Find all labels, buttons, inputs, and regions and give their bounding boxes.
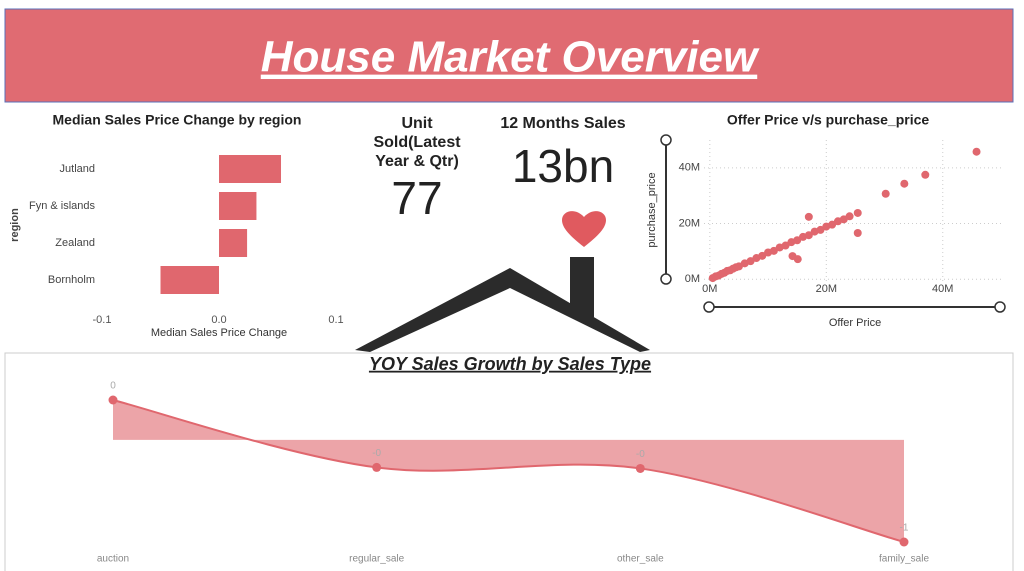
- point: [921, 170, 930, 179]
- bar: [219, 192, 257, 220]
- heart-icon: [562, 211, 606, 247]
- bar: [219, 155, 282, 183]
- bar: [219, 229, 248, 257]
- x-tick-label: family_sale: [879, 554, 929, 565]
- point: [793, 236, 802, 245]
- kpi-title: Unit Sold(Latest Year & Qtr): [373, 115, 461, 170]
- x-tick-label: regular_sale: [349, 554, 404, 565]
- chart-title: YOY Sales Growth by Sales Type: [369, 354, 651, 374]
- point: [804, 231, 813, 240]
- y-tick-label: Jutland: [60, 163, 95, 175]
- roof-icon: [355, 268, 650, 352]
- point: [769, 246, 778, 255]
- line: [112, 399, 905, 543]
- kpi-title: 12 Months Sales: [500, 115, 626, 132]
- area: [113, 400, 904, 542]
- point: [899, 537, 909, 547]
- point: [758, 251, 767, 260]
- y-axis-label: region: [9, 208, 21, 242]
- data-label: 0: [110, 381, 116, 392]
- y-axis-label: purchase_price: [646, 172, 658, 247]
- slider-handle: [660, 134, 672, 146]
- x-tick-label: 0M: [702, 283, 717, 295]
- point: [781, 241, 790, 250]
- chimney-icon: [570, 257, 594, 317]
- slider-handle: [994, 301, 1006, 313]
- x-tick-label: 0.1: [328, 314, 343, 326]
- point: [972, 147, 981, 156]
- point: [635, 463, 645, 473]
- x-tick-label: -0.1: [93, 314, 112, 326]
- slider-handle: [703, 301, 715, 313]
- y-tick-label: 0M: [685, 273, 700, 285]
- x-tick-label: other_sale: [617, 554, 664, 565]
- x-tick-label: 40M: [932, 283, 953, 295]
- kpi-value: 77: [391, 172, 443, 224]
- panel-border: [4, 352, 1014, 571]
- x-tick-label: 0.0: [211, 314, 226, 326]
- data-label: -1: [900, 523, 909, 534]
- chart-title: Median Sales Price Change by region: [53, 112, 302, 128]
- y-tick-label: 40M: [679, 162, 700, 174]
- x-tick-label: auction: [97, 554, 129, 565]
- x-axis-label: Median Sales Price Change: [151, 327, 287, 339]
- point: [900, 179, 909, 188]
- chart-title: Offer Price v/s purchase_price: [727, 112, 930, 128]
- kpi-card: 12 Months Sales 13bn: [480, 114, 646, 193]
- x-tick-label: 20M: [816, 283, 837, 295]
- y-tick-label: Fyn & islands: [29, 200, 96, 212]
- page-title: House Market Overview: [261, 33, 760, 82]
- bar: [160, 266, 219, 294]
- point: [845, 212, 854, 221]
- slider-handle: [660, 273, 672, 285]
- point: [881, 189, 890, 198]
- kpi-value: 13bn: [511, 140, 615, 192]
- y-tick-label: Zealand: [55, 237, 95, 249]
- data-label: -0: [636, 449, 645, 460]
- kpi-card: Unit Sold(Latest Year & Qtr) 77: [362, 114, 472, 225]
- y-tick-label: 20M: [679, 217, 700, 229]
- point: [793, 255, 802, 264]
- point: [853, 228, 862, 237]
- header-band: [4, 8, 1014, 103]
- point: [853, 208, 862, 217]
- point: [828, 220, 837, 229]
- x-axis-label: Offer Price: [829, 317, 881, 329]
- point: [804, 212, 813, 221]
- point: [816, 225, 825, 234]
- point: [108, 395, 118, 405]
- data-label: -0: [372, 448, 381, 459]
- y-tick-label: Bornholm: [48, 274, 95, 286]
- point: [372, 462, 382, 472]
